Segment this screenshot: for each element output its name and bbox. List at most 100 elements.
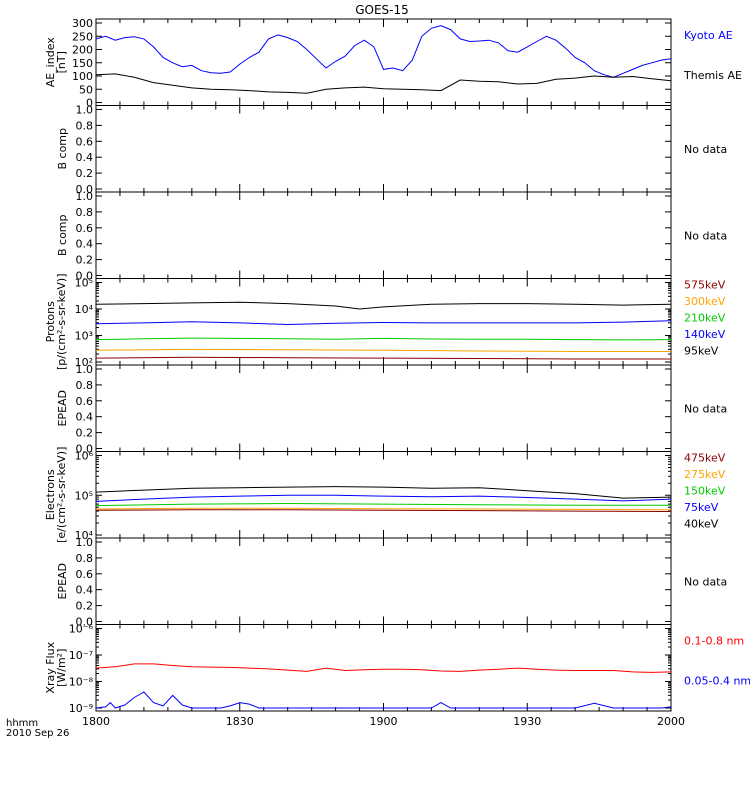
legend-label: 40keV	[684, 518, 719, 531]
y-tick-label: 0.0	[76, 443, 94, 456]
y-tick-label: 0.6	[76, 568, 94, 581]
series-line-kyoto-ae	[95, 25, 672, 78]
series-line-0-1-0-8-nm	[95, 663, 672, 673]
y-tick-label: 10²	[75, 356, 93, 369]
y-tick-label: 0.8	[76, 552, 94, 565]
y-tick-label: 10³	[75, 330, 93, 343]
series-line-475kev	[95, 509, 672, 512]
y-tick-label: 0.2	[76, 254, 94, 267]
x-tick-label: 1830	[226, 715, 254, 728]
y-tick-label: 0.2	[76, 427, 94, 440]
no-data-note: No data	[684, 143, 727, 156]
panel-3: 0.0 0.2 0.4 0.6 0.8 1.0 B comp No data	[56, 190, 727, 283]
y-tick-label: 50	[79, 83, 93, 96]
legend-label: 275keV	[684, 468, 726, 481]
y-axis-label: B comp	[56, 128, 69, 170]
x-tick-label: 1900	[370, 715, 398, 728]
no-data-note: No data	[684, 229, 727, 242]
series-line-95kev	[95, 301, 672, 310]
y-tick-label: 0.2	[76, 600, 94, 613]
y-axis-label: EPEAD	[56, 390, 69, 427]
y-axis-label: Protons	[44, 301, 57, 342]
series-line-75kev	[95, 494, 672, 502]
y-tick-label: 300	[72, 17, 93, 30]
panel-frame	[95, 624, 672, 712]
panel-4: 10² 10³ 10⁴ 10⁵ Protons[p/(cm²-s-sr-keV)] 575…	[44, 274, 726, 371]
y-tick-label: 1.0	[76, 363, 94, 376]
y-tick-label: 10⁴	[75, 529, 94, 542]
y-tick-label: 0.8	[76, 379, 94, 392]
y-tick-label: 1.0	[76, 190, 94, 203]
series-line-0-05-0-4-nm	[95, 691, 672, 709]
y-tick-label: 10⁴	[75, 303, 94, 316]
y-tick-label: 10⁵	[75, 277, 93, 290]
legend-label: 0.05-0.4 nm	[684, 675, 750, 688]
legend-label: 75keV	[684, 501, 719, 514]
y-axis-label: AE_index	[44, 37, 57, 88]
series-line-275kev	[95, 507, 672, 511]
y-tick-label: 0.4	[76, 238, 94, 251]
y-tick-label: 1.0	[76, 104, 94, 117]
series-line-themis-ae	[95, 73, 672, 94]
y-tick-label: 0.4	[76, 584, 94, 597]
legend-label: 95keV	[684, 345, 719, 358]
series-line-300kev	[95, 348, 671, 352]
y-tick-label: 0.6	[76, 395, 94, 408]
legend-label: 140keV	[684, 328, 726, 341]
y-tick-label: 0.0	[76, 183, 94, 196]
y-axis-label: [W/m²]	[55, 649, 68, 687]
x-tick-label: 2000	[657, 715, 685, 728]
panel-2: 0.0 0.2 0.4 0.6 0.8 1.0 B comp No data	[56, 104, 727, 197]
time-axis-format-label: hhmm	[6, 718, 38, 729]
y-tick-label: 150	[72, 57, 93, 70]
y-axis-label: B comp	[56, 214, 69, 256]
x-tick-label: 1930	[513, 715, 541, 728]
y-tick-label: 0.0	[76, 270, 94, 283]
panel-frame	[95, 105, 672, 193]
y-tick-label: 0.8	[76, 206, 94, 219]
y-tick-label: 10⁵	[75, 489, 93, 502]
panel-frame	[95, 537, 672, 625]
legend-label: Themis AE	[683, 69, 742, 82]
series-line-575kev	[95, 356, 671, 360]
y-tick-label: 10⁻⁸	[69, 676, 94, 689]
no-data-note: No data	[684, 402, 727, 415]
y-axis-label: EPEAD	[56, 563, 69, 600]
y-tick-label: 250	[72, 30, 93, 43]
y-tick-label: 0.6	[76, 222, 94, 235]
series-line-40kev	[95, 486, 672, 499]
y-tick-label: 10⁻⁷	[69, 649, 93, 662]
y-tick-label: 0.8	[76, 119, 94, 132]
y-axis-label: Xray Flux	[44, 641, 57, 693]
y-axis-label: Electrons	[44, 469, 57, 520]
series-line-210kev	[95, 337, 672, 341]
legend-label: 210keV	[684, 312, 726, 325]
y-axis-label: [p/(cm²-s-sr-keV)]	[55, 274, 68, 371]
y-tick-label: 0.4	[76, 151, 94, 164]
legend-label: 0.1-0.8 nm	[684, 635, 744, 648]
y-tick-label: 100	[72, 70, 93, 83]
panel-frame	[95, 364, 672, 452]
y-axis-label: [e/(cm²-s-sr-keV)]	[55, 447, 68, 543]
y-tick-label: 0.2	[76, 167, 94, 180]
legend-label: Kyoto AE	[684, 29, 733, 42]
series-line-140kev	[95, 320, 672, 326]
y-tick-label: 0.6	[76, 135, 94, 148]
legend-label: 575keV	[684, 279, 726, 292]
legend-label: 300keV	[684, 295, 726, 308]
panel-frame	[95, 191, 672, 279]
y-axis-label: [nT]	[55, 51, 68, 73]
panel-6: 10⁴ 10⁵ 10⁶ Electrons[e/(cm²-s-sr-keV)] 475k…	[44, 447, 726, 543]
panel-7: 0.0 0.2 0.4 0.6 0.8 1.0 EPEAD No data	[56, 536, 727, 629]
y-tick-label: 0.4	[76, 411, 94, 424]
chart-title: GOES-15	[355, 3, 409, 17]
x-tick-label: 1800	[82, 715, 110, 728]
y-tick-label: 0	[86, 97, 93, 110]
series-line-150kev	[95, 502, 671, 507]
y-tick-label: 10⁶	[75, 450, 94, 463]
legend-label: 475keV	[684, 452, 726, 465]
no-data-note: No data	[684, 575, 727, 588]
